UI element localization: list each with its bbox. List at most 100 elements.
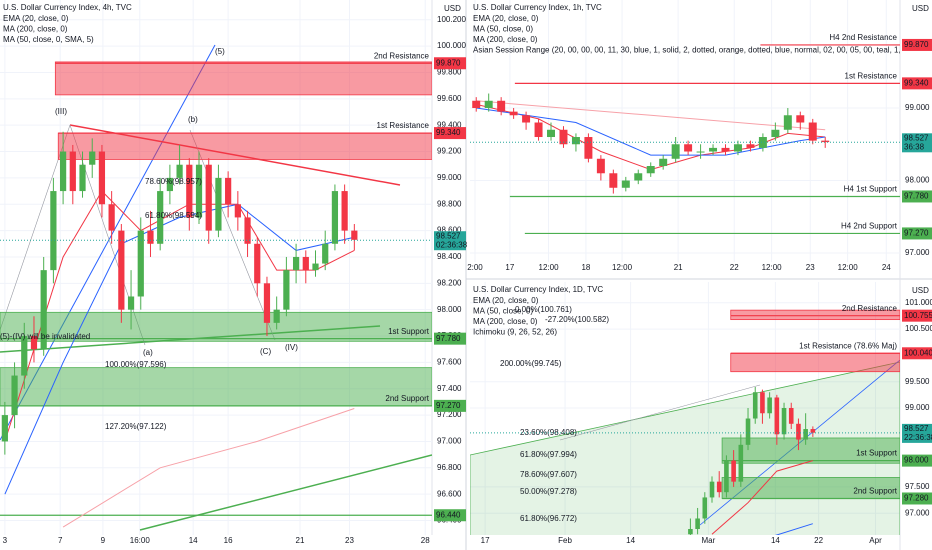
candle-body (254, 243, 261, 284)
level-name: 2nd Support (853, 487, 897, 496)
chart-title: U.S. Dollar Currency Index, 4h, TVC (3, 3, 132, 12)
price-tag-label: 97.280 (904, 494, 929, 503)
candle-body (108, 204, 115, 231)
x-tick-label: 21 (296, 536, 305, 545)
candle-body (244, 217, 251, 244)
y-tick-label: 97.000 (437, 437, 462, 446)
candle-body (166, 177, 173, 192)
candle-body (137, 230, 144, 297)
countdown: 36:38 (904, 142, 925, 151)
chart-title: U.S. Dollar Currency Index, 1h, TVC (473, 3, 602, 12)
annotation: (C) (260, 347, 271, 356)
x-tick-label: 14 (626, 536, 635, 545)
price-tag (902, 77, 932, 90)
x-tick-label: 22 (814, 536, 823, 545)
annotation: 61.80%(98.594) (145, 211, 202, 220)
indicator-legend: MA (200, close, 0) (3, 25, 68, 34)
last-price-tag (902, 133, 932, 153)
level-name: 2nd Support (385, 394, 429, 403)
level-name: 1st Resistance (845, 71, 898, 80)
candle-body (724, 460, 729, 493)
annotation: 50.00%(97.278) (520, 487, 577, 496)
candle-body (263, 283, 271, 323)
y-tick-label: 97.000 (905, 248, 930, 257)
price-tag-label: 100.040 (904, 348, 932, 357)
candle-body (774, 397, 780, 435)
price-tag-label: 99.870 (904, 40, 929, 49)
candle-body (484, 100, 493, 109)
annotation: (b) (188, 115, 198, 124)
chart-panel: H4 2nd Resistance 1st Resistance H4 1st Su… (470, 0, 900, 262)
candle-body (721, 147, 730, 152)
price-tag-label: 99.340 (436, 128, 461, 137)
price-tag (902, 190, 932, 203)
candle-body (781, 408, 787, 435)
currency: USD (444, 4, 461, 13)
x-tick-label: Feb (558, 536, 572, 545)
chart-title: U.S. Dollar Currency Index, 1D, TVC (473, 285, 603, 294)
candle-body (1, 415, 8, 442)
level-name: 1st Resistance (78.6% Maj) (799, 341, 897, 350)
candle-body (69, 151, 76, 192)
price-tag (902, 454, 932, 467)
candle-body (808, 122, 817, 141)
currency: USD (912, 4, 929, 13)
level-zone (730, 352, 900, 373)
y-tick-label: 99.000 (905, 103, 930, 112)
price-tag (434, 509, 466, 522)
level-name: 2nd Resistance (374, 51, 430, 60)
trend-line (189, 129, 276, 341)
candle-body (688, 529, 693, 535)
candle-body (273, 309, 280, 323)
candle-body (509, 111, 518, 116)
candle-body (796, 115, 805, 123)
y-tick-label: 97.000 (905, 508, 930, 517)
y-tick-label: 99.400 (437, 120, 462, 129)
candle-body (98, 151, 106, 205)
level-name: 2nd Resistance (842, 304, 898, 313)
y-tick-label: 99.000 (437, 173, 462, 182)
y-tick-label: 101.000 (905, 298, 932, 307)
countdown: 02:36:38 (436, 240, 468, 249)
candle-body (331, 191, 339, 244)
indicator-legend: MA (50, close, 0, SMA, 5) (3, 35, 94, 44)
candle-body (709, 481, 715, 498)
candle-body (118, 230, 125, 310)
y-tick-label: 99.000 (905, 403, 930, 412)
price-tag (434, 399, 466, 412)
candle-body (767, 397, 772, 414)
candle-body (147, 230, 154, 244)
annotation: 0.00%(100.761) (515, 305, 572, 314)
candle-body (695, 518, 700, 530)
y-tick-label: 100.000 (437, 41, 466, 50)
annotation: 61.80%(96.772) (520, 514, 577, 523)
candle-body (40, 270, 47, 350)
x-tick-label: 28 (421, 536, 430, 545)
candle-body (534, 122, 543, 138)
annotation: 100.00%(97.596) (105, 360, 167, 369)
price-tag-label: 97.780 (436, 334, 461, 343)
price-tag (434, 127, 466, 140)
price-tag-label: 99.870 (436, 58, 461, 67)
annotation: -27.20%(100.582) (545, 315, 609, 324)
candle-body (472, 100, 481, 109)
candle-body (215, 177, 222, 231)
level-name: H4 1st Support (844, 185, 898, 194)
candle-body (646, 166, 655, 174)
level-zone (0, 367, 432, 407)
y-tick-label: 99.500 (905, 377, 930, 386)
price-tag (902, 347, 932, 360)
last-price-label: 98.527 (436, 231, 461, 240)
trend-line (559, 384, 761, 441)
trend-line (139, 454, 432, 531)
candle-body (322, 243, 329, 264)
candle-body (30, 336, 38, 350)
last-price-tag (434, 231, 466, 251)
y-tick-label: 96.800 (437, 463, 462, 472)
x-tick-label: 23 (345, 536, 354, 545)
chart-panel: 2nd Resistance 1st Resistance 1st Support 2… (0, 0, 432, 535)
candle-body (79, 164, 86, 192)
x-tick-label: 16 (224, 536, 233, 545)
candle-body (341, 191, 348, 231)
